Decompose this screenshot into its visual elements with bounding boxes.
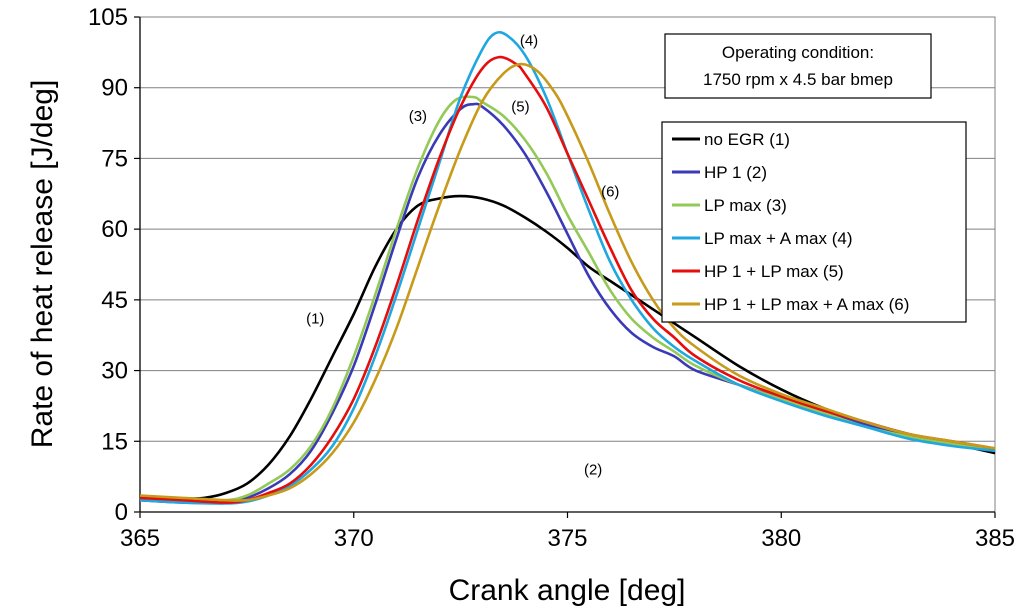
y-tick-label: 105 <box>88 4 128 31</box>
y-tick-label: 75 <box>101 145 128 172</box>
condition-box-frame <box>664 33 932 99</box>
legend-entry-label: HP 1 + LP max (5) <box>704 262 844 281</box>
series-line-no-egr-1 <box>139 194 996 501</box>
condition-line-2: 1750 rpm x 4.5 bar bmep <box>703 70 893 89</box>
legend-entry-label: no EGR (1) <box>704 130 790 149</box>
legend-entry-label: HP 1 (2) <box>704 163 767 182</box>
x-axis-title: Crank angle [deg] <box>449 574 686 607</box>
series-line-lp-max-3 <box>139 95 996 502</box>
x-tick-label: 380 <box>761 525 801 552</box>
curve-annotation-1: (1) <box>306 311 324 328</box>
y-tick-label: 45 <box>101 287 128 314</box>
legend-frame <box>661 121 967 323</box>
y-tick-label: 90 <box>101 75 128 102</box>
curve-annotation-4: (4) <box>520 33 538 50</box>
y-tick-label: 15 <box>101 428 128 455</box>
x-tick-label: 385 <box>975 525 1015 552</box>
series-lines <box>139 30 996 505</box>
y-tick-label: 30 <box>101 358 128 385</box>
y-tick-label: 0 <box>115 499 128 526</box>
curve-annotation-2: (2) <box>584 462 602 479</box>
x-tick-label: 370 <box>334 525 374 552</box>
x-tick-label: 375 <box>547 525 587 552</box>
curve-annotation-3: (3) <box>409 108 427 125</box>
axes: 0 15 30 45 60 75 90 105 365 370 375 380 385 <box>88 4 1015 552</box>
operating-condition-box: Operating condition: 1750 rpm x 4.5 bar … <box>664 33 932 99</box>
curve-annotation-5: (5) <box>511 99 529 116</box>
series-line-hp-1-lp-max-a-max-6 <box>139 62 996 502</box>
y-tick-label: 60 <box>101 216 128 243</box>
condition-line-1: Operating condition: <box>722 43 874 62</box>
series-annotations: (1) (2) (3) (4) (5) (6) <box>306 33 619 479</box>
legend: no EGR (1) HP 1 (2) LP max (3) LP max + A m… <box>661 121 967 323</box>
series-line-hp-1-lp-max-5 <box>139 55 996 504</box>
x-tick-label: 365 <box>120 525 160 552</box>
curve-annotation-6: (6) <box>601 183 619 200</box>
legend-entry-label: HP 1 + LP max + A max (6) <box>704 295 909 314</box>
legend-entry-label: LP max + A max (4) <box>704 229 853 248</box>
y-axis-title: Rate of heat release [J/deg] <box>26 80 59 449</box>
legend-entry-label: LP max (3) <box>704 196 787 215</box>
series-line-lp-max-a-max-4 <box>139 30 996 505</box>
